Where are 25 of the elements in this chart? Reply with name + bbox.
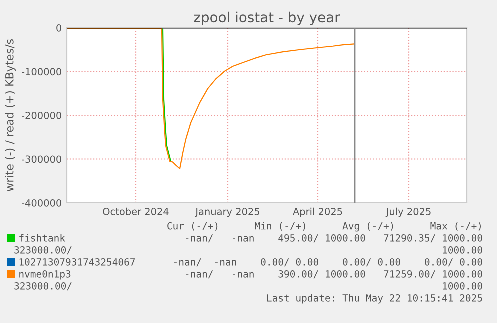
line-series [67, 28, 355, 170]
text: 323000.00/ [14, 282, 72, 291]
y-tick-label: -300000 [22, 156, 62, 164]
x-tick-label: October 2024 [103, 208, 169, 216]
legend-label: fishtank [20, 234, 66, 242]
x-tick-label: January 2025 [195, 208, 260, 218]
y-tick-label: -100000 [22, 68, 62, 76]
y-tick-label: -200000 [22, 112, 62, 120]
x-tick-label: July 2025 [386, 208, 431, 218]
text: -nan/ -nan 390.00/ 1000.00 71259.00/ 1000.00 [186, 270, 482, 279]
text: 323000.00/ [14, 246, 72, 255]
chart-title: zpool iostat - by year [194, 12, 340, 26]
text: 1000.00 [443, 282, 482, 290]
y-tick-label: -400000 [22, 199, 62, 207]
y-tick-label: 0 [56, 24, 62, 32]
text: -nan/ -nan 495.00/ 1000.00 71290.35/ 1000.00 [186, 234, 482, 243]
text: 1000.00 [443, 246, 482, 254]
y-axis-title: write (-) / read (+) KBytes/s [5, 40, 16, 192]
text: Cur (-/+) Min (-/+) Avg (-/+) Max (-/+) [168, 222, 481, 232]
line-series [162, 28, 172, 162]
legend-label: nvme0n1p3 [20, 270, 71, 280]
x-tick-label: April 2025 [293, 208, 342, 218]
text: Last update: Thu May 22 10:15:41 2025 [267, 294, 482, 304]
text: -nan/ -nan 0.00/ 0.00 0.00/ 0.00 0.00/ 0.00 [174, 258, 482, 267]
legend-label: 10271307931743254067 [20, 258, 136, 266]
